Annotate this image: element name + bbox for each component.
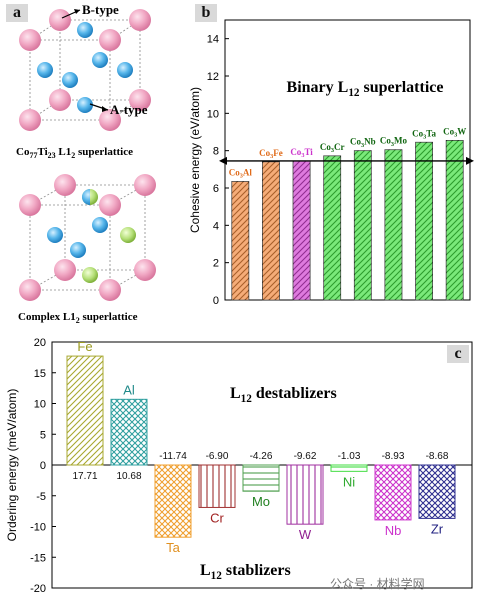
y-tick-label-b: 14 bbox=[207, 34, 219, 46]
reference-arrow-left bbox=[219, 156, 227, 165]
y-tick-label-b: 0 bbox=[213, 295, 219, 307]
cohesive-energy-chart: 0 2 4 6 8 10 12 14 Cohesive energy (eV/atom) Bina… bbox=[188, 19, 474, 307]
bar-label-b: Co3W bbox=[443, 126, 466, 138]
bar-label-b: Co3Mo bbox=[380, 136, 408, 148]
panel-label-c: c bbox=[447, 345, 469, 363]
element-label-c: Zr bbox=[431, 521, 444, 536]
reference-arrow-right bbox=[466, 156, 474, 165]
element-label-c: Cr bbox=[210, 510, 224, 525]
chart-title-b: Binary L12 superlattice bbox=[287, 79, 444, 99]
bar-c-fe bbox=[66, 355, 104, 466]
y-tick-label-b: 12 bbox=[207, 71, 219, 83]
ordering-energy-chart: -20 -15 -10 -5 0 5 10 15 20 Ordering energy (meV/… bbox=[5, 337, 473, 595]
bar-c-w bbox=[286, 464, 324, 525]
y-tick-label-b: 10 bbox=[207, 108, 219, 120]
y-tick-label-c: 10 bbox=[34, 399, 46, 411]
bar-c-cr bbox=[198, 464, 236, 508]
bar-label-b: Co3Fe bbox=[259, 148, 283, 160]
bar-b-co3nb bbox=[353, 150, 372, 301]
value-label-c: -8.93 bbox=[382, 451, 405, 462]
element-label-c: Ta bbox=[166, 540, 181, 555]
bar-b-co3cr bbox=[323, 155, 342, 301]
caption-bottom: Complex L12 superlattice bbox=[18, 311, 138, 325]
a-type-pointer: A-type bbox=[89, 102, 148, 117]
y-tick-label-c: 20 bbox=[34, 337, 46, 349]
bar-b-co3ti bbox=[292, 160, 311, 301]
bottom-cell-atoms bbox=[19, 174, 156, 301]
top-cell-atoms bbox=[19, 9, 151, 131]
a-type-label: A-type bbox=[110, 102, 148, 117]
bar-c-zr bbox=[418, 464, 456, 519]
element-label-c: Al bbox=[123, 382, 135, 397]
value-label-c: -6.90 bbox=[206, 451, 229, 462]
value-label-c: -11.74 bbox=[159, 451, 187, 462]
bar-b-co3w bbox=[445, 139, 464, 301]
bar-label-b: Co3Ti bbox=[290, 147, 313, 159]
element-label-c: Nb bbox=[385, 523, 402, 538]
y-tick-label-c: -15 bbox=[30, 552, 46, 564]
value-label-c: -9.62 bbox=[294, 451, 317, 462]
crystal-structures-illustration: B-type A-type Co77Ti23 L12 superlattice bbox=[16, 2, 156, 325]
b-type-pointer: B-type bbox=[61, 2, 119, 19]
panel-label-a: a bbox=[6, 4, 28, 22]
bar-c-ta bbox=[154, 464, 192, 538]
y-tick-label-c: 15 bbox=[34, 368, 46, 380]
bar-b-co3ta bbox=[415, 141, 433, 301]
value-label-c: -1.03 bbox=[338, 451, 361, 462]
bar-c-nb bbox=[374, 464, 412, 521]
bar-b-co3fe bbox=[262, 161, 280, 301]
y-axis-label-b: Cohesive energy (eV/atom) bbox=[188, 87, 202, 233]
y-tick-label-c: -5 bbox=[36, 491, 46, 503]
bar-hatch bbox=[415, 142, 433, 300]
b-type-label: B-type bbox=[82, 2, 119, 17]
y-tick-label-c: 5 bbox=[40, 429, 46, 441]
panel-a-structures: a bbox=[0, 0, 190, 330]
bar-hatch bbox=[384, 149, 402, 300]
bar-c-mo bbox=[242, 464, 280, 492]
annotation-stablizers: L12 stablizers bbox=[200, 562, 291, 582]
watermark: 公众号 · 材料学网 bbox=[330, 577, 425, 591]
value-label-c: 10.68 bbox=[116, 471, 141, 482]
element-label-c: Fe bbox=[77, 339, 92, 354]
bar-label-b: Co3Cr bbox=[320, 142, 345, 154]
bar-hatch bbox=[446, 140, 464, 300]
bar-c-ni bbox=[330, 464, 368, 472]
y-tick-label-b: 8 bbox=[213, 146, 219, 158]
bar-hatch bbox=[293, 160, 311, 300]
bar-b-co3mo bbox=[384, 149, 403, 301]
panel-label-b: b bbox=[195, 4, 217, 22]
y-tick-label-b: 4 bbox=[213, 220, 219, 232]
caption-top: Co77Ti23 L12 superlattice bbox=[16, 146, 133, 160]
y-tick-label-b: 6 bbox=[213, 183, 219, 195]
bar-hatch bbox=[231, 181, 249, 300]
bar-b-co3al bbox=[231, 181, 250, 301]
element-label-c: W bbox=[299, 527, 312, 542]
y-axis-label-c: Ordering energy (meV/atom) bbox=[5, 389, 19, 542]
bar-label-b: Co3Nb bbox=[350, 137, 376, 149]
bar-label-b: Co3Al bbox=[229, 167, 253, 179]
bar-hatch bbox=[323, 155, 341, 300]
value-label-c: -4.26 bbox=[250, 451, 273, 462]
bar-label-b: Co3Ta bbox=[412, 128, 436, 140]
element-label-c: Ni bbox=[343, 474, 355, 489]
bar-hatch bbox=[262, 161, 280, 300]
plot-frame-b bbox=[224, 19, 471, 301]
bar-hatch bbox=[354, 150, 372, 300]
element-label-c: Mo bbox=[252, 494, 270, 509]
y-tick-label-b: 2 bbox=[213, 258, 219, 270]
y-tick-label-c: 0 bbox=[40, 460, 46, 472]
y-tick-label-c: -20 bbox=[30, 583, 46, 595]
y-tick-label-c: -10 bbox=[30, 522, 46, 534]
value-label-c: -8.68 bbox=[426, 451, 449, 462]
value-label-c: 17.71 bbox=[72, 471, 97, 482]
annotation-destablizers: L12 destablizers bbox=[230, 385, 337, 405]
bar-c-al bbox=[110, 398, 148, 466]
